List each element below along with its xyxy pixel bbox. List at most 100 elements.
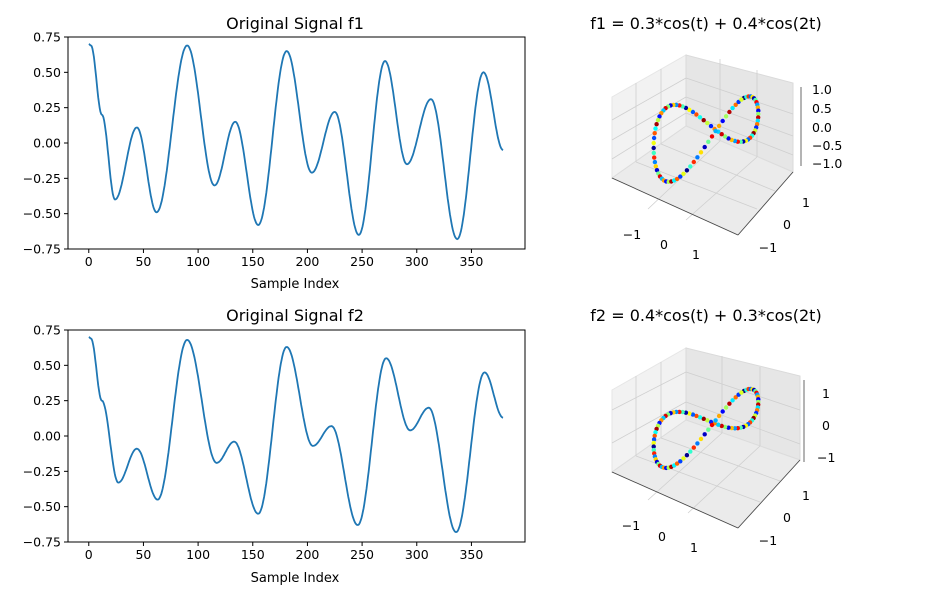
scatter-point	[709, 422, 715, 428]
scatter-point	[702, 144, 707, 150]
scatter-point	[697, 415, 703, 420]
scatter-point	[720, 118, 725, 124]
scatter-point	[709, 134, 715, 139]
scatter-point	[694, 413, 699, 419]
tick-label: −1.0	[812, 156, 842, 171]
scatter-point	[687, 107, 692, 113]
scatter-point	[651, 140, 656, 146]
tick-label: 0	[822, 418, 830, 433]
scatter-point	[706, 427, 711, 432]
y-tick-label: 0.50	[33, 65, 61, 80]
scatter-point	[654, 122, 659, 127]
scatter-point	[720, 409, 725, 414]
x-axis-label: Sample Index	[251, 571, 340, 586]
y-axis-ticks: −1 0 1	[759, 488, 810, 548]
tick-label: −1	[759, 533, 777, 548]
scatter-point	[739, 390, 744, 395]
scatter-point	[756, 111, 761, 117]
scatter-point	[701, 118, 706, 123]
scatter-point	[684, 453, 690, 458]
axis-ticks: 0 50 100 150 200 250 300 350 0.75 0.50 0.25 0.00 −0.…	[23, 30, 484, 270]
plot-area	[67, 329, 526, 543]
series-line	[88, 43, 504, 241]
x-axis-ticks: −1 0 1	[623, 227, 700, 262]
scatter-point	[698, 436, 704, 442]
scatter-point	[716, 422, 721, 427]
x-tick-label: 250	[350, 254, 374, 269]
scatter-point	[652, 159, 658, 165]
y-tick-label: 0.75	[33, 30, 61, 45]
scatter-point	[651, 145, 656, 151]
scatter-point	[705, 418, 710, 423]
scatter-point	[722, 424, 728, 430]
x-tick-label: 50	[135, 547, 151, 562]
scatter-point	[684, 168, 690, 173]
scatter-points	[651, 94, 761, 184]
scatter-point	[729, 425, 734, 431]
scatter-point	[691, 159, 696, 165]
scatter-point	[723, 114, 729, 119]
y-tick-label: −0.50	[23, 206, 61, 221]
scatter-point	[653, 430, 658, 435]
scatter-point	[690, 412, 696, 417]
scatter-point	[713, 128, 718, 134]
scatter-point	[688, 449, 693, 454]
scatter-point	[719, 423, 724, 429]
tick-label: 1	[802, 488, 810, 503]
axis-ticks: 0 50 100 150 200 250 300 350 0.75 0.50 0.25 0.00 −0.…	[23, 323, 484, 563]
pane-walls	[610, 347, 805, 529]
scatter-point	[657, 114, 662, 119]
scatter-point	[681, 171, 686, 176]
y-tick-label: 0.00	[33, 429, 61, 444]
scatter-point	[730, 398, 735, 403]
y-tick-label: −0.75	[23, 535, 61, 550]
scatter-point	[733, 102, 738, 108]
scatter-point	[706, 139, 711, 144]
tick-label: 0	[658, 529, 666, 544]
scatter-point	[755, 118, 760, 124]
tick-label: 1.0	[812, 82, 832, 97]
x-tick-label: 300	[405, 254, 429, 269]
x-axis-ticks: −1 0 1	[622, 518, 698, 555]
chart-title: Original Signal f2	[226, 306, 364, 325]
x-tick-label: 50	[135, 254, 151, 269]
scatter-point	[651, 135, 657, 141]
scatter-point	[756, 108, 761, 113]
scatter-point	[678, 459, 683, 464]
scatter-point	[739, 97, 744, 102]
scatter-point	[702, 432, 707, 437]
scatter-point	[722, 134, 728, 139]
scatter-point	[654, 426, 659, 432]
tick-label: 1	[692, 247, 700, 262]
chart-title: Original Signal f1	[226, 14, 364, 33]
y-axis-ticks: −1 0 1	[759, 195, 810, 255]
x-tick-label: 200	[296, 547, 320, 562]
scatter-point	[653, 126, 658, 131]
scatter-point	[652, 131, 657, 136]
tick-label: 1	[822, 386, 830, 401]
chart-title: f2 = 0.4*cos(t) + 0.3*cos(2t)	[590, 306, 821, 325]
chart-title: f1 = 0.3*cos(t) + 0.4*cos(2t)	[590, 14, 821, 33]
y-tick-label: −0.25	[23, 171, 61, 186]
scatter-point	[726, 136, 731, 141]
x-tick-label: 100	[186, 254, 210, 269]
scatter-point	[713, 418, 718, 423]
tick-label: 0	[783, 510, 791, 525]
y-tick-label: 0.25	[33, 100, 61, 115]
y-tick-label: −0.25	[23, 464, 61, 479]
y-tick-label: 0.00	[33, 136, 61, 151]
scatter-point	[701, 416, 706, 421]
x-tick-label: 350	[459, 547, 483, 562]
scatter-point	[726, 425, 731, 430]
line-chart-f2: Original Signal f2 0 50 100 150 200 250 300 350…	[23, 306, 526, 586]
scatter-point	[698, 150, 704, 155]
tick-label: −0.5	[812, 138, 842, 153]
y-tick-label: 0.75	[33, 323, 61, 338]
scatter-point	[688, 164, 693, 169]
tick-label: 0	[783, 217, 791, 232]
scatter-point	[687, 411, 692, 416]
x-tick-label: 150	[241, 547, 265, 562]
y-tick-label: −0.50	[23, 499, 61, 514]
tick-label: 0.0	[812, 120, 832, 135]
scatter-point	[695, 155, 700, 160]
